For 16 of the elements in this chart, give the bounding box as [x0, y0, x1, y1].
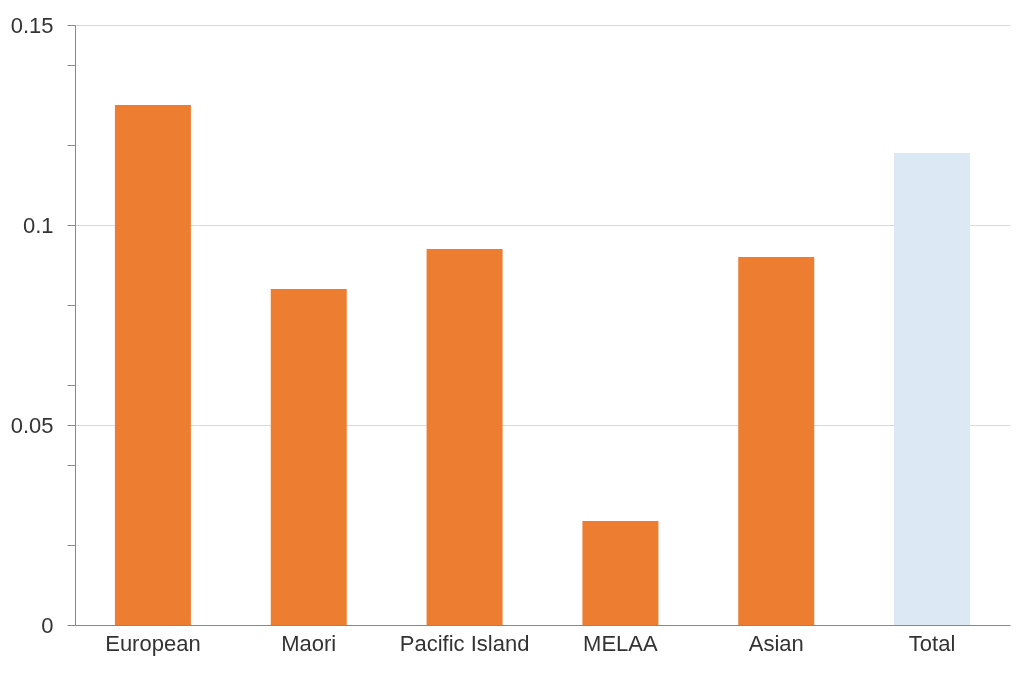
- y-tick-label: 0.15: [10, 12, 54, 38]
- x-tick-label: MELAA: [583, 630, 659, 656]
- x-tick-label: Total: [908, 630, 956, 656]
- x-tick-label: Asian: [748, 630, 804, 656]
- y-tick-label: 0.05: [10, 412, 54, 438]
- x-tick-label: European: [105, 630, 201, 656]
- y-tick-label: 0: [41, 612, 54, 638]
- bar: [426, 249, 503, 625]
- x-tick-label: Maori: [281, 630, 337, 656]
- bar: [270, 289, 347, 625]
- bar: [582, 521, 659, 625]
- bar: [738, 257, 815, 625]
- x-tick-label: Pacific Island: [399, 630, 530, 656]
- bar: [114, 105, 191, 625]
- y-tick-label: 0.1: [22, 212, 54, 238]
- bar: [894, 153, 971, 625]
